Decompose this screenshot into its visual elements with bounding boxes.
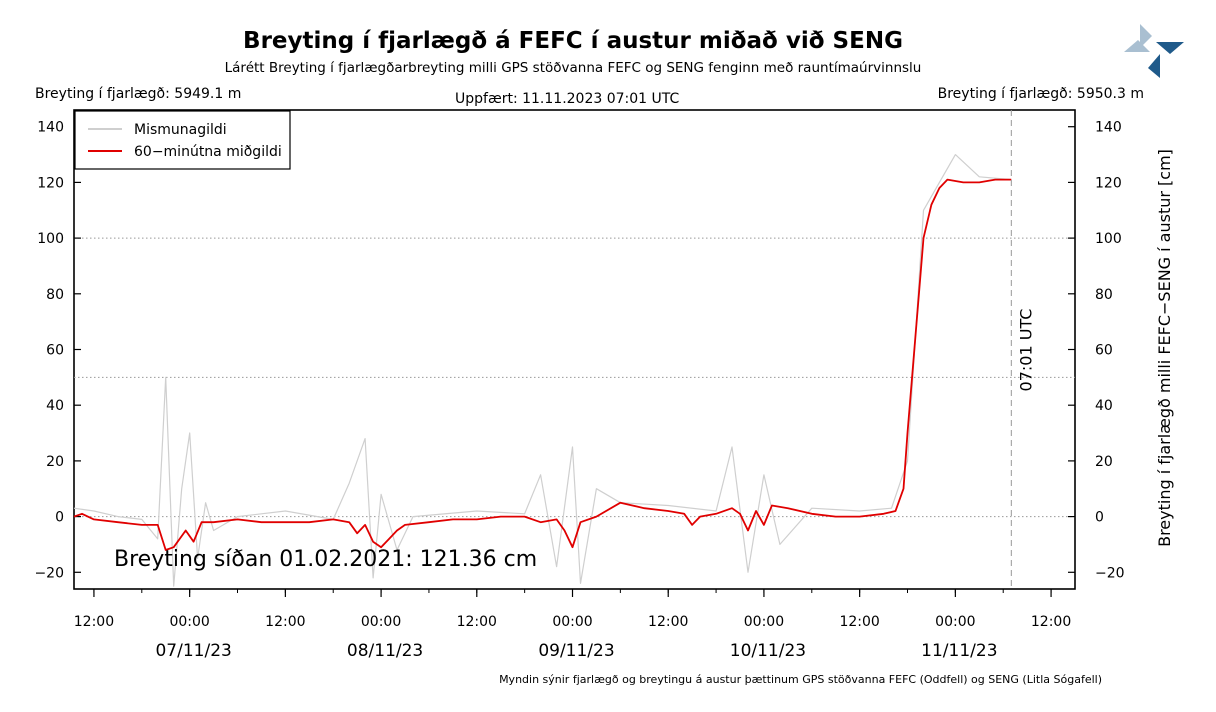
y-tick-label-right: 140	[1095, 120, 1122, 136]
x-tick-label: 12:00	[1031, 614, 1071, 630]
y-tick-label-left: 20	[46, 454, 64, 470]
x-date-label: 10/11/23	[730, 641, 806, 661]
distance-right: Breyting í fjarlægð: 5950.3 m	[937, 86, 1144, 102]
x-date-label: 09/11/23	[538, 641, 614, 661]
x-tick-label: 00:00	[361, 614, 401, 630]
y-tick-label-right: 40	[1095, 398, 1113, 414]
series-mismunagildi-line	[73, 154, 1012, 587]
x-date-label: 11/11/23	[921, 641, 997, 661]
x-tick-label: 12:00	[74, 614, 114, 630]
y-axis-label: Breyting í fjarlægð milli FEFC−SENG í au…	[1155, 149, 1174, 547]
x-date-label: 07/11/23	[155, 641, 231, 661]
y-tick-label-left: 40	[46, 398, 64, 414]
x-tick-label: 00:00	[169, 614, 209, 630]
logo-shape-top	[1140, 24, 1152, 48]
series-median-line	[73, 178, 1012, 551]
y-tick-label-left: 100	[37, 231, 64, 247]
x-tick-label: 00:00	[552, 614, 592, 630]
time-marker: 07:01 UTC	[1010, 110, 1035, 589]
gridlines	[74, 237, 1075, 518]
logo-shape-bottom	[1148, 54, 1160, 78]
legend-box	[74, 110, 291, 170]
x-tick-label: 12:00	[839, 614, 879, 630]
y-tick-label-right: 60	[1095, 343, 1113, 359]
y-tick-label-left: 0	[55, 510, 64, 526]
y-tick-label-right: 0	[1095, 510, 1104, 526]
logo-shape-right	[1156, 42, 1184, 54]
x-tick-label: 12:00	[648, 614, 688, 630]
x-tick-label: 12:00	[265, 614, 305, 630]
page-title: Breyting í fjarlægð á FEFC í austur miða…	[243, 28, 903, 54]
y-tick-label-left: 120	[37, 175, 64, 191]
footer-note: Myndin sýnir fjarlægð og breytingu á aus…	[499, 673, 1102, 686]
y-tick-label-right: 100	[1095, 231, 1122, 247]
y-tick-label-right: 80	[1095, 287, 1113, 303]
y-tick-label-right: 20	[1095, 454, 1113, 470]
plot-frame	[73, 109, 1076, 590]
change-annotation: Breyting síðan 01.02.2021: 121.36 cm	[114, 547, 537, 572]
y-tick-label-right: −20	[1095, 565, 1125, 581]
series-group	[73, 154, 1012, 587]
x-tick-label: 12:00	[457, 614, 497, 630]
logo-shape-left	[1124, 40, 1150, 52]
page-subtitle: Lárétt Breyting í fjarlægðarbreyting mil…	[224, 60, 922, 76]
y-axis: −20 −20 0 0 20 20 40 40 60 60 80 80 100 100 120 120 140 1…	[34, 120, 1124, 582]
y-tick-label-left: 140	[37, 120, 64, 136]
legend-label-median: 60−minútna miðgildi	[134, 144, 282, 160]
x-tick-label: 00:00	[935, 614, 975, 630]
logo	[1124, 24, 1184, 78]
legend-label-mismunagildi: Mismunagildi	[134, 122, 227, 138]
x-axis: 12:00 00:00 07/11/23 12:00 00:00 08/11/23 12:0…	[74, 589, 1071, 661]
y-tick-label-right: 120	[1095, 175, 1122, 191]
legend: Mismunagildi 60−minútna miðgildi	[74, 110, 291, 170]
distance-left: Breyting í fjarlægð: 5949.1 m	[35, 86, 242, 102]
x-tick-label: 00:00	[744, 614, 784, 630]
y-tick-label-left: 80	[46, 287, 64, 303]
updated-timestamp: Uppfært: 11.11.2023 07:01 UTC	[455, 91, 680, 107]
y-tick-label-left: 60	[46, 343, 64, 359]
y-tick-label-left: −20	[34, 565, 64, 581]
time-marker-label: 07:01 UTC	[1016, 309, 1035, 392]
x-date-label: 08/11/23	[347, 641, 423, 661]
